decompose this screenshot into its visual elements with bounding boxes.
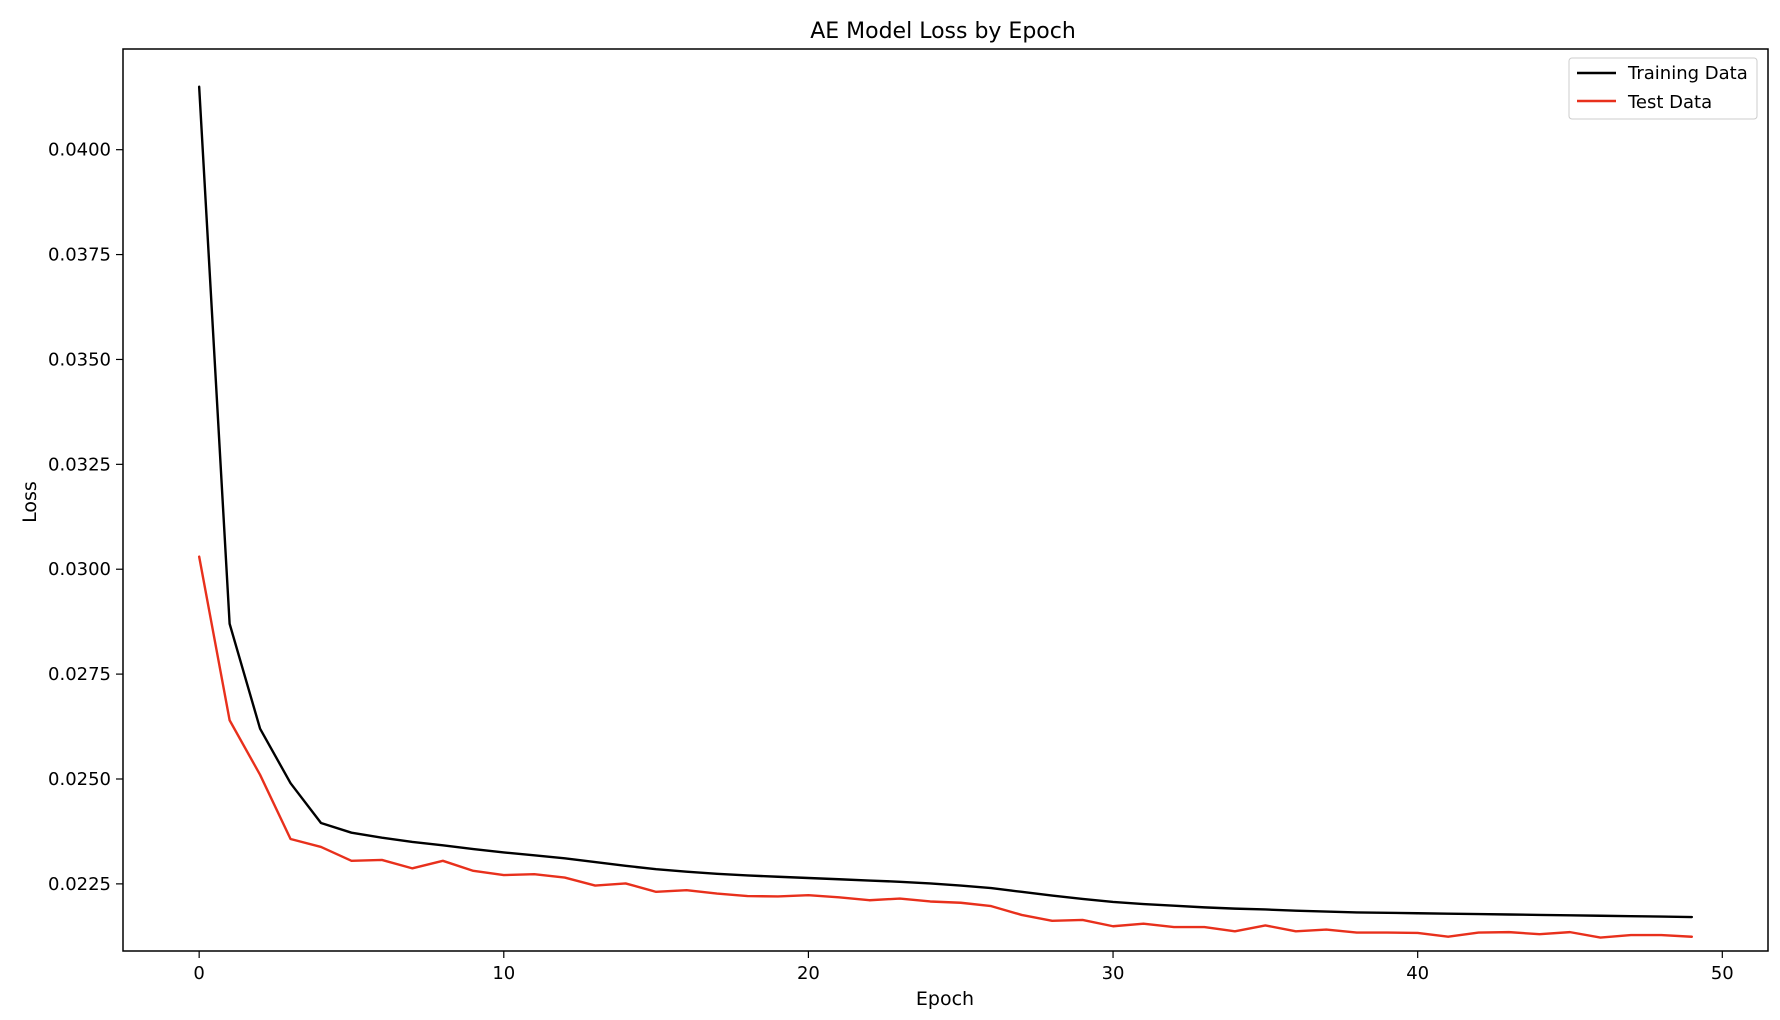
plot-frame (122, 48, 1769, 952)
x-tick-label: 10 (492, 963, 515, 984)
y-tick-label: 0.0275 (48, 664, 111, 685)
x-tick-label: 50 (1711, 963, 1734, 984)
y-tick-label: 0.0325 (48, 454, 111, 475)
legend-label-test-data: Test Data (1627, 92, 1712, 113)
series-layer (197, 85, 1694, 939)
y-axis: 0.0225 0.0250 0.0275 0.0300 0.0325 0.0350 0.03… (48, 140, 123, 895)
x-tick-label: 40 (1406, 963, 1429, 984)
y-axis-label: Loss (19, 481, 41, 523)
y-tick-label: 0.0350 (48, 349, 111, 370)
x-tick-label: 30 (1102, 963, 1125, 984)
x-axis: 0 10 20 30 40 50 (193, 951, 1734, 984)
x-axis-label: Epoch (916, 988, 974, 1010)
series-line-test-data (197, 555, 1694, 939)
legend-label-training-data: Training Data (1627, 63, 1748, 84)
series-line-training-data (197, 85, 1694, 919)
y-tick-label: 0.0225 (48, 874, 111, 895)
x-tick-label: 20 (797, 963, 820, 984)
y-tick-label: 0.0375 (48, 245, 111, 266)
y-tick-label: 0.0250 (48, 769, 111, 790)
chart-title: AE Model Loss by Epoch (810, 19, 1076, 44)
x-tick-label: 0 (193, 963, 204, 984)
legend: Training Data Test Data (1568, 57, 1758, 120)
y-tick-label: 0.0300 (48, 559, 111, 580)
y-tick-label: 0.0400 (48, 140, 111, 161)
